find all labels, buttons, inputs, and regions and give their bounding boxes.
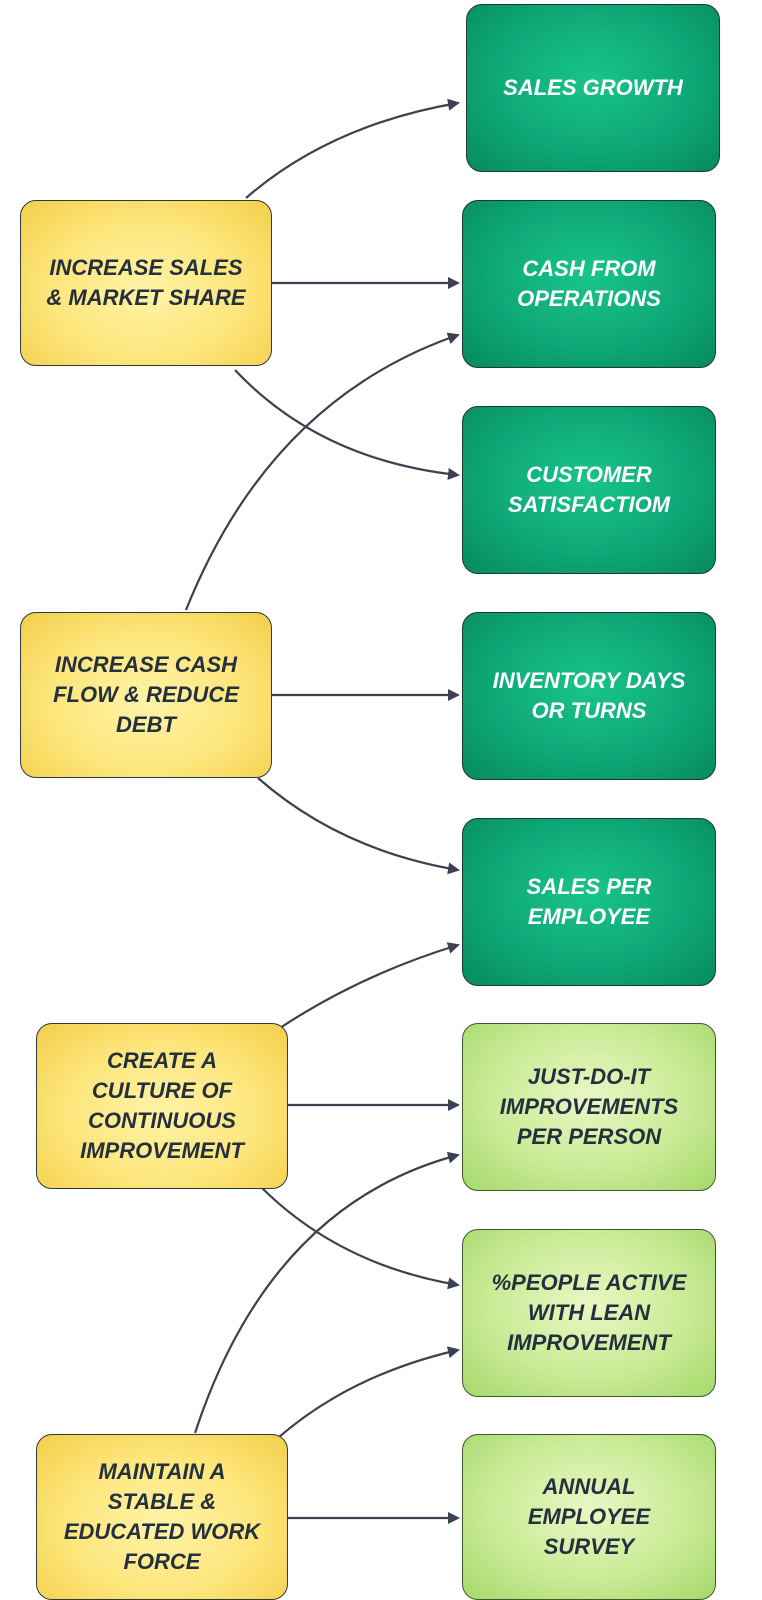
kpi-label: CASH FROM OPERATIONS (517, 256, 661, 311)
arrow-g1-k1 (245, 98, 460, 199)
kpi-label: JUST-DO-IT IMPROVEMENTS PER PERSON (499, 1064, 679, 1149)
goal-label: INCREASE SALES & MARKET SHARE (46, 255, 246, 310)
arrow-g4-k6 (193, 1151, 460, 1434)
kpi-people-active-lean: %PEOPLE ACTIVE WITH LEAN IMPROVEMENT (462, 1229, 716, 1397)
kpi-annual-employee-survey: ANNUAL EMPLOYEE SURVEY (462, 1434, 716, 1600)
arrow-g2-k5 (257, 777, 460, 875)
kpi-label: %PEOPLE ACTIVE WITH LEAN IMPROVEMENT (491, 1270, 687, 1355)
goal-label: CREATE A CULTURE OF CONTINUOUS IMPROVEME… (80, 1048, 244, 1163)
goal-label: INCREASE CASH FLOW & REDUCE DEBT (53, 652, 239, 737)
arrow-g2-k2 (184, 332, 460, 611)
kpi-sales-growth: SALES GROWTH (466, 4, 720, 172)
kpi-cash-from-operations: CASH FROM OPERATIONS (462, 200, 716, 368)
goal-stable-work-force: MAINTAIN A STABLE & EDUCATED WORK FORCE (36, 1434, 288, 1600)
arrow-g4-k7 (277, 1346, 460, 1439)
kpi-label: ANNUAL EMPLOYEE SURVEY (527, 1474, 651, 1559)
goal-increase-sales: INCREASE SALES & MARKET SHARE (20, 200, 272, 366)
kpi-customer-satisfaction: CUSTOMER SATISFACTIOM (462, 406, 716, 574)
goal-increase-cash-flow: INCREASE CASH FLOW & REDUCE DEBT (20, 612, 272, 778)
kpi-label: CUSTOMER SATISFACTIOM (507, 462, 671, 517)
goal-continuous-improvement: CREATE A CULTURE OF CONTINUOUS IMPROVEME… (36, 1023, 288, 1189)
kpi-sales-per-employee: SALES PER EMPLOYEE (462, 818, 716, 986)
kpi-label: INVENTORY DAYS OR TURNS (492, 668, 686, 723)
arrow-g3-k5 (279, 942, 460, 1029)
arrow-g3-k7 (261, 1187, 460, 1290)
kpi-inventory-days: INVENTORY DAYS OR TURNS (462, 612, 716, 780)
kpi-just-do-it-improvements: JUST-DO-IT IMPROVEMENTS PER PERSON (462, 1023, 716, 1191)
arrow-g1-k3 (234, 369, 460, 480)
kpi-label: SALES PER EMPLOYEE (526, 874, 652, 929)
goal-label: MAINTAIN A STABLE & EDUCATED WORK FORCE (63, 1459, 261, 1574)
kpi-label: SALES GROWTH (503, 75, 683, 100)
